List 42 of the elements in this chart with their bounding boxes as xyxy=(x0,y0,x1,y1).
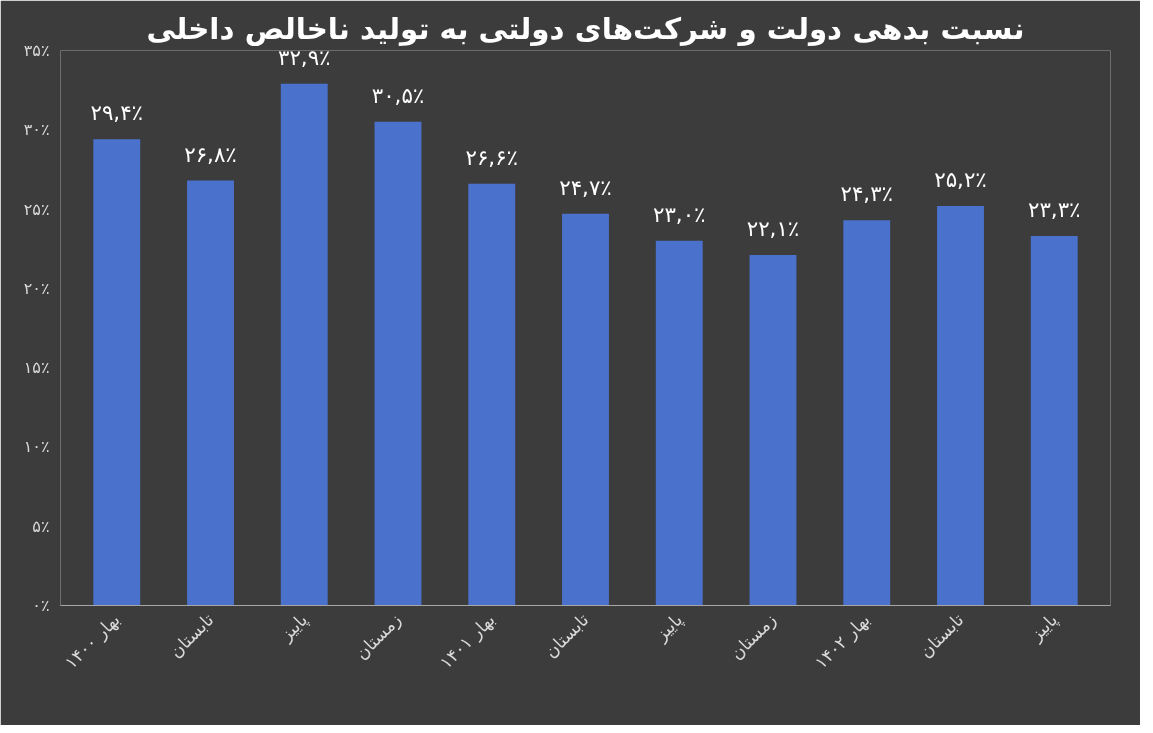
x-tick-label: تابستان xyxy=(540,609,593,662)
bar xyxy=(655,240,703,606)
bar xyxy=(562,213,609,606)
x-tick-label: بهار ۱۴۰۰ xyxy=(60,609,125,674)
data-label: ۲۳,۳٪ xyxy=(1027,197,1081,223)
x-tick-label: بهار ۱۴۰۲ xyxy=(810,609,875,674)
x-tick-label: تابستان xyxy=(915,609,968,662)
x-tick-label: زمستان xyxy=(726,609,781,664)
data-label: ۳۲,۹٪ xyxy=(277,44,331,70)
bar xyxy=(749,255,797,606)
data-label: ۲۶,۶٪ xyxy=(465,144,519,170)
y-tick-label: ۰٪ xyxy=(32,596,50,615)
y-tick-label: ۲۰٪ xyxy=(23,278,50,298)
chart-title: نسبت بدهی دولت و شرکت‌های دولتی به تولید ناخالص داخلی xyxy=(146,11,1025,46)
y-tick-label: ۳۵٪ xyxy=(23,41,50,60)
bar xyxy=(280,83,328,606)
data-label: ۲۹,۴٪ xyxy=(90,100,144,126)
bar xyxy=(93,139,141,606)
x-tick-label: بهار ۱۴۰۱ xyxy=(435,609,500,674)
x-tick-label: پاییز xyxy=(650,609,688,646)
data-label: ۲۴,۷٪ xyxy=(559,174,612,200)
bar xyxy=(937,205,984,606)
x-tick-label: پاییز xyxy=(275,609,313,646)
bar xyxy=(843,220,891,606)
y-tick-label: ۱۰٪ xyxy=(23,437,50,457)
data-label: ۲۳,۰٪ xyxy=(652,201,706,227)
data-label: ۲۶,۸٪ xyxy=(184,141,237,167)
bar xyxy=(468,183,516,606)
x-tick-label: پاییز xyxy=(1025,609,1063,646)
y-tick-label: ۵٪ xyxy=(32,516,50,536)
bar xyxy=(187,180,234,606)
data-label: ۲۲,۱٪ xyxy=(746,216,800,242)
data-label: ۳۰,۵٪ xyxy=(371,82,425,108)
bar xyxy=(374,121,422,606)
y-tick-label: ۱۵٪ xyxy=(23,358,50,378)
x-tick-label: زمستان xyxy=(351,609,406,664)
data-label: ۲۴,۳٪ xyxy=(840,181,894,207)
data-label: ۲۵,۲٪ xyxy=(934,166,987,192)
x-tick-label: تابستان xyxy=(165,609,218,662)
y-tick-label: ۲۵٪ xyxy=(23,199,50,219)
bar xyxy=(1030,236,1078,606)
y-tick-label: ۳۰٪ xyxy=(23,120,50,140)
